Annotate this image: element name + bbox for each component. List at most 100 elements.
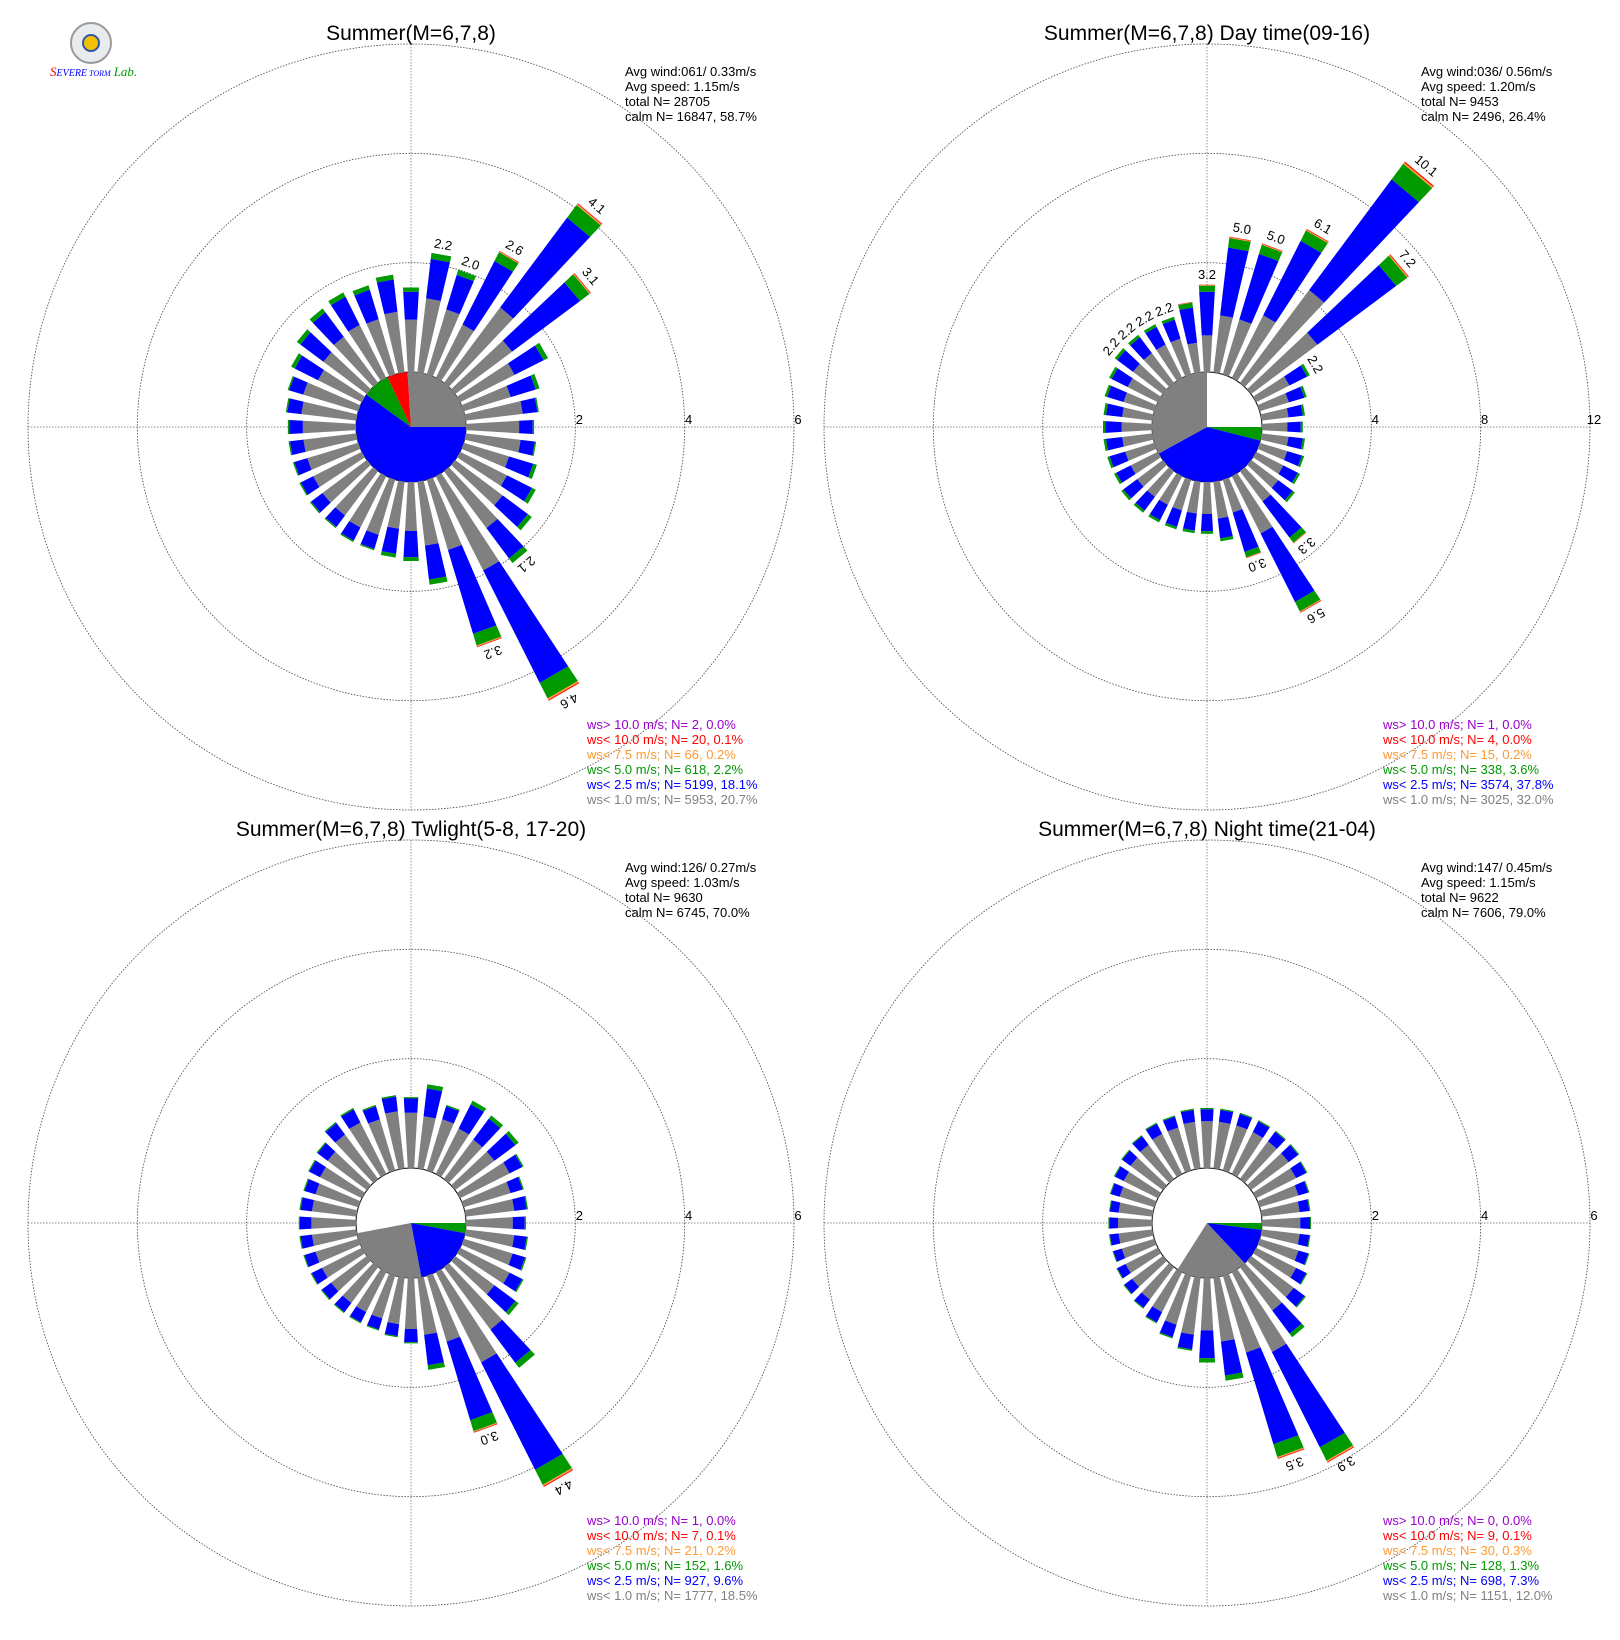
- wind-bar-segment: [451, 340, 513, 395]
- wind-bar-segment: [311, 1200, 358, 1217]
- wind-bar-segment: [502, 282, 581, 352]
- legend-entry: ws> 10.0 m/s; N= 2, 0.0%: [586, 717, 736, 732]
- wind-bar-segment: [1128, 334, 1140, 346]
- wind-bar-segment: [1277, 1448, 1305, 1459]
- wind-bar-segment: [524, 1216, 526, 1230]
- wind-bar-segment: [1178, 301, 1193, 305]
- wind-bar-segment: [1152, 1268, 1183, 1313]
- wind-bar-segment: [1122, 433, 1154, 447]
- wind-bar-segment: [506, 1176, 523, 1194]
- wind-bar-segment: [535, 1453, 572, 1485]
- wind-bar-segment: [528, 463, 537, 480]
- wind-bar-segment: [1167, 1127, 1192, 1173]
- wind-bar-segment: [1258, 244, 1283, 262]
- chart-title: Summer(M=6,7,8): [326, 22, 496, 45]
- wind-bar-segment: [317, 369, 366, 403]
- wind-bar-segment: [1231, 1131, 1263, 1178]
- wind-bar-segment: [368, 1119, 396, 1173]
- wind-bar-segment: [375, 274, 394, 283]
- wind-bar-segment: [1159, 1332, 1173, 1339]
- stats-line: Avg speed: 1.20m/s: [1421, 79, 1536, 94]
- wind-bar-segment: [387, 480, 405, 529]
- wind-bar-segment: [341, 521, 361, 541]
- wind-bar-segment: [1246, 552, 1262, 558]
- wind-bar-segment: [507, 345, 544, 375]
- wind-bar-segment: [1232, 509, 1259, 552]
- wind-bar-segment: [327, 1151, 371, 1191]
- wind-bar-segment: [300, 1234, 314, 1249]
- wind-bar-segment: [1177, 1332, 1194, 1350]
- wind-bar-segment: [309, 1160, 326, 1178]
- wind-bar-segment: [1162, 1116, 1179, 1132]
- wind-bar-segment: [1200, 1108, 1214, 1110]
- radius-ring: [1042, 262, 1372, 592]
- wind-bar-segment: [1213, 1121, 1231, 1170]
- wind-bar-segment: [519, 419, 533, 435]
- wind-bar-segment: [461, 1181, 511, 1208]
- wind-bar-segment: [1271, 1343, 1345, 1448]
- wind-bar-segment: [366, 1325, 380, 1331]
- wind-bar-segment: [300, 332, 332, 362]
- wind-bar-segment: [494, 252, 519, 272]
- wind-bar-segment: [1299, 1161, 1308, 1174]
- radius-tick-label: 6: [794, 412, 801, 427]
- wind-bar-segment: [1252, 1247, 1297, 1278]
- wind-bar-segment: [473, 1423, 498, 1433]
- wind-bar-segment: [1239, 289, 1325, 387]
- wind-rose-panel-2: 4 8 123.25.0 5.06.110.17.22.23.35.63.02.22.…: [823, 22, 1601, 811]
- radius-tick-label: 8: [1481, 412, 1488, 427]
- legend-entry: ws< 1.0 m/s; N= 1151, 12.0%: [1382, 1588, 1553, 1603]
- wind-bar-segment: [307, 442, 361, 470]
- wind-bar-segment: [498, 251, 519, 264]
- wind-bar-segment: [505, 1300, 519, 1316]
- wind-bar-segment: [524, 1195, 529, 1210]
- wind-bar-segment: [476, 637, 502, 648]
- wind-bar-segment: [311, 493, 331, 513]
- wind-bar-segment: [1297, 1233, 1310, 1247]
- wind-bar-segment: [1159, 472, 1183, 505]
- wind-bar-segment: [490, 1319, 531, 1363]
- wind-bar-segment: [1198, 285, 1216, 292]
- wind-bar-segment: [1300, 230, 1328, 253]
- wind-bar-segment: [310, 1272, 319, 1285]
- stats-line: total N= 28705: [625, 94, 710, 109]
- wind-bar-segment: [512, 1216, 525, 1230]
- wind-bar-segment: [298, 1216, 300, 1230]
- wind-bar-segment: [577, 203, 603, 225]
- bar-value-label: 3.5: [1284, 1454, 1306, 1474]
- wind-bar-segment: [1130, 1157, 1167, 1191]
- wind-bar-segment: [1220, 247, 1249, 318]
- wind-bar-segment: [1300, 421, 1303, 433]
- stats-line: Avg speed: 1.03m/s: [625, 875, 740, 890]
- wind-bar-segment: [1114, 1166, 1129, 1182]
- wind-bar-segment: [505, 456, 534, 478]
- wind-bar-segment: [446, 274, 474, 315]
- wind-bar-segment: [1134, 1292, 1150, 1308]
- wind-bar-segment: [324, 1121, 337, 1133]
- wind-bar-segment: [1145, 1123, 1163, 1140]
- wind-bar-segment: [447, 544, 497, 634]
- wind-bar-segment: [1183, 511, 1197, 531]
- wind-bar-segment: [1229, 237, 1251, 242]
- wind-bar-segment: [1300, 404, 1306, 416]
- wind-bar-segment: [317, 1143, 336, 1161]
- wind-bar-segment: [285, 398, 290, 413]
- wind-bar-segment: [1110, 1183, 1124, 1197]
- radius-tick-label: 4: [1481, 1208, 1488, 1223]
- wind-bar-segment: [515, 1279, 524, 1293]
- wind-bar-segment: [1179, 307, 1198, 345]
- wind-bar-segment: [470, 1412, 497, 1432]
- wind-bar-segment: [1327, 1446, 1355, 1463]
- radius-ring: [932, 948, 1482, 1498]
- wind-bar-segment: [403, 1097, 419, 1099]
- legend-entry: ws< 7.5 m/s; N= 21, 0.2%: [586, 1543, 736, 1558]
- wind-bar-segment: [567, 204, 601, 237]
- wind-bar-segment: [443, 307, 514, 387]
- wind-bar-segment: [1102, 421, 1106, 433]
- wind-bar-segment: [461, 385, 511, 412]
- wind-bar-segment: [1122, 407, 1154, 421]
- bar-value-label: 3.0: [1246, 555, 1268, 575]
- wind-bar-segment: [289, 376, 308, 395]
- wind-bar-segment: [417, 1276, 437, 1335]
